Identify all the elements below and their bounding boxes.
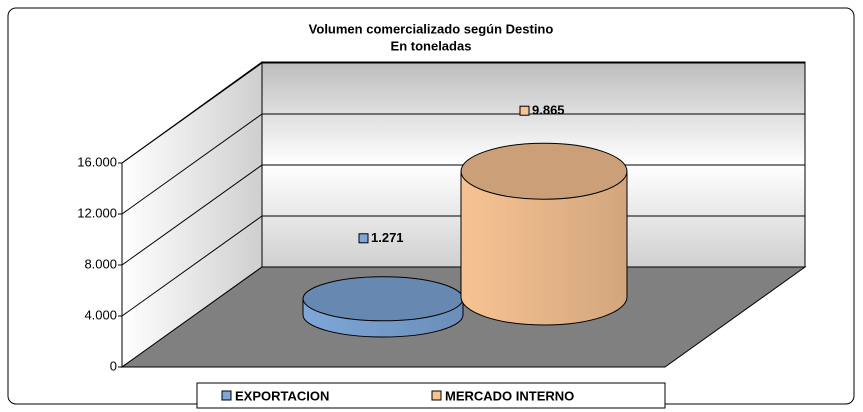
- chart-subtitle: En toneladas: [391, 38, 472, 53]
- data-label: 9.865: [532, 103, 565, 118]
- y-tick-label: 16.000: [77, 154, 117, 169]
- data-label: 1.271: [371, 230, 404, 245]
- bar-top: [460, 142, 628, 200]
- legend-label: MERCADO INTERNO: [445, 388, 574, 403]
- legend-label: EXPORTACION: [235, 388, 329, 403]
- y-tick-label: 4.000: [84, 307, 117, 322]
- grid-line: [121, 113, 805, 215]
- label-swatch: [358, 233, 369, 244]
- legend-swatch: [431, 390, 442, 401]
- floor: [120, 266, 807, 368]
- label-swatch: [519, 105, 530, 116]
- bar-top: [302, 276, 464, 322]
- grid-line: [121, 62, 805, 164]
- bar: [460, 170, 628, 326]
- y-tick-label: 0: [110, 358, 117, 373]
- y-tick-label: 12.000: [77, 205, 117, 220]
- legend-swatch: [221, 390, 232, 401]
- chart-title: Volumen comercializado según Destino: [309, 21, 554, 36]
- y-tick-label: 8.000: [84, 256, 117, 271]
- legend: [196, 382, 666, 409]
